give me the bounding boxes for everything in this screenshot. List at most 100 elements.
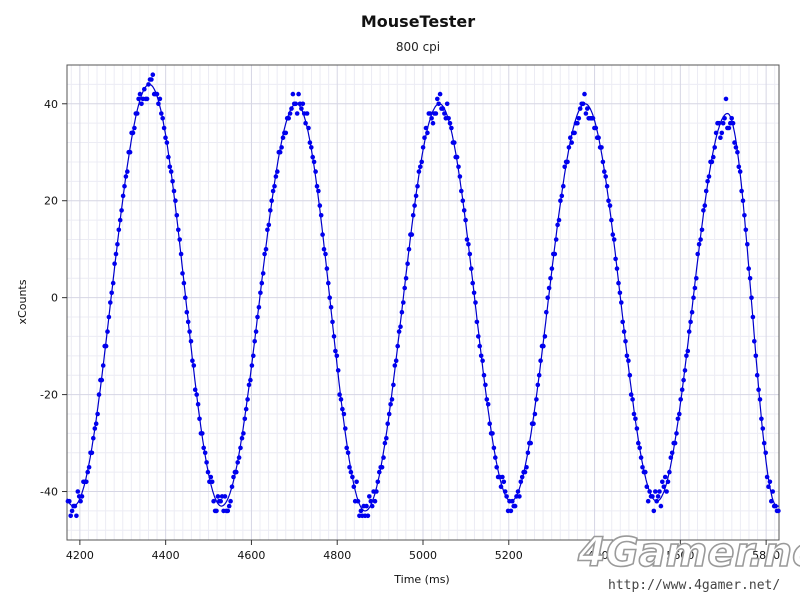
data-point — [99, 377, 105, 383]
data-point — [668, 455, 674, 460]
y-axis-label: xCounts — [16, 279, 29, 324]
data-point — [544, 309, 549, 315]
data-point — [657, 489, 662, 494]
data-point — [256, 305, 262, 310]
data-point — [416, 169, 422, 174]
data-point — [314, 183, 320, 189]
data-point — [300, 101, 306, 107]
data-point — [447, 120, 453, 126]
data-point — [549, 266, 555, 271]
data-point — [348, 469, 354, 475]
data-point — [504, 494, 509, 499]
data-point — [365, 513, 371, 519]
data-point — [167, 164, 173, 170]
data-point — [442, 111, 447, 116]
data-point — [691, 295, 696, 301]
data-point — [536, 372, 542, 378]
data-point — [226, 503, 232, 509]
data-point — [268, 208, 273, 213]
data-point — [457, 174, 463, 179]
data-point — [351, 484, 357, 490]
data-point — [231, 474, 236, 480]
data-point — [303, 120, 308, 126]
data-point — [752, 339, 757, 344]
data-point — [215, 494, 221, 499]
data-point — [249, 363, 255, 368]
data-point — [164, 140, 170, 145]
data-point — [236, 455, 242, 460]
data-point — [188, 339, 194, 344]
data-point — [767, 479, 773, 485]
data-point — [718, 135, 723, 140]
data-point — [469, 266, 474, 271]
data-point — [253, 329, 259, 334]
data-point — [660, 479, 665, 485]
data-point — [386, 411, 392, 417]
data-point — [369, 503, 375, 509]
data-point — [630, 397, 635, 402]
data-point — [260, 271, 266, 276]
x-axis-ticks: 4200 4400 4600 4800 5000 5200 5400 5600 5800 — [66, 540, 780, 562]
data-point — [604, 183, 610, 189]
data-point — [746, 266, 751, 271]
data-point — [736, 164, 742, 170]
data-point — [166, 154, 171, 160]
data-point — [696, 242, 702, 247]
data-point — [120, 193, 126, 199]
data-point — [689, 309, 695, 315]
data-point — [347, 465, 352, 470]
data-point — [86, 465, 92, 470]
data-point — [398, 324, 403, 330]
data-point — [323, 251, 328, 257]
data-point — [168, 169, 174, 174]
data-point — [643, 469, 648, 475]
data-point — [575, 120, 580, 126]
data-point — [477, 343, 483, 349]
data-point — [562, 164, 567, 170]
data-point — [667, 469, 672, 475]
data-point — [677, 411, 682, 417]
data-point — [719, 130, 725, 136]
data-point — [491, 445, 497, 451]
data-point — [740, 198, 746, 203]
data-point — [747, 276, 753, 281]
data-point — [190, 358, 195, 364]
data-point — [565, 159, 570, 165]
x-tick-label: 4400 — [152, 549, 180, 562]
data-point — [381, 455, 386, 460]
data-point — [341, 411, 347, 417]
data-point — [444, 101, 450, 107]
data-point — [487, 421, 493, 427]
data-point — [242, 416, 248, 422]
data-point — [626, 358, 631, 364]
data-point — [95, 411, 100, 417]
data-point — [722, 116, 727, 121]
data-point — [262, 251, 267, 257]
data-point — [68, 513, 73, 519]
data-point — [384, 435, 389, 441]
data-point — [609, 217, 614, 223]
data-point — [654, 498, 659, 504]
data-point — [403, 276, 409, 281]
data-point — [194, 392, 199, 397]
data-point — [391, 382, 396, 388]
x-axis-label: Time (ms) — [393, 573, 449, 586]
data-point — [279, 145, 284, 150]
data-point — [130, 130, 136, 136]
data-point — [613, 256, 618, 262]
data-point — [467, 251, 473, 257]
data-point — [672, 440, 678, 446]
data-point — [531, 421, 536, 427]
data-point — [330, 319, 335, 325]
data-point — [452, 140, 457, 145]
data-point — [382, 440, 388, 446]
data-point — [627, 372, 633, 378]
data-point — [142, 86, 147, 92]
data-point — [239, 435, 245, 441]
data-point — [703, 188, 709, 194]
data-point — [309, 145, 314, 150]
data-point — [204, 460, 209, 465]
data-point — [184, 309, 190, 315]
data-point — [572, 130, 577, 136]
